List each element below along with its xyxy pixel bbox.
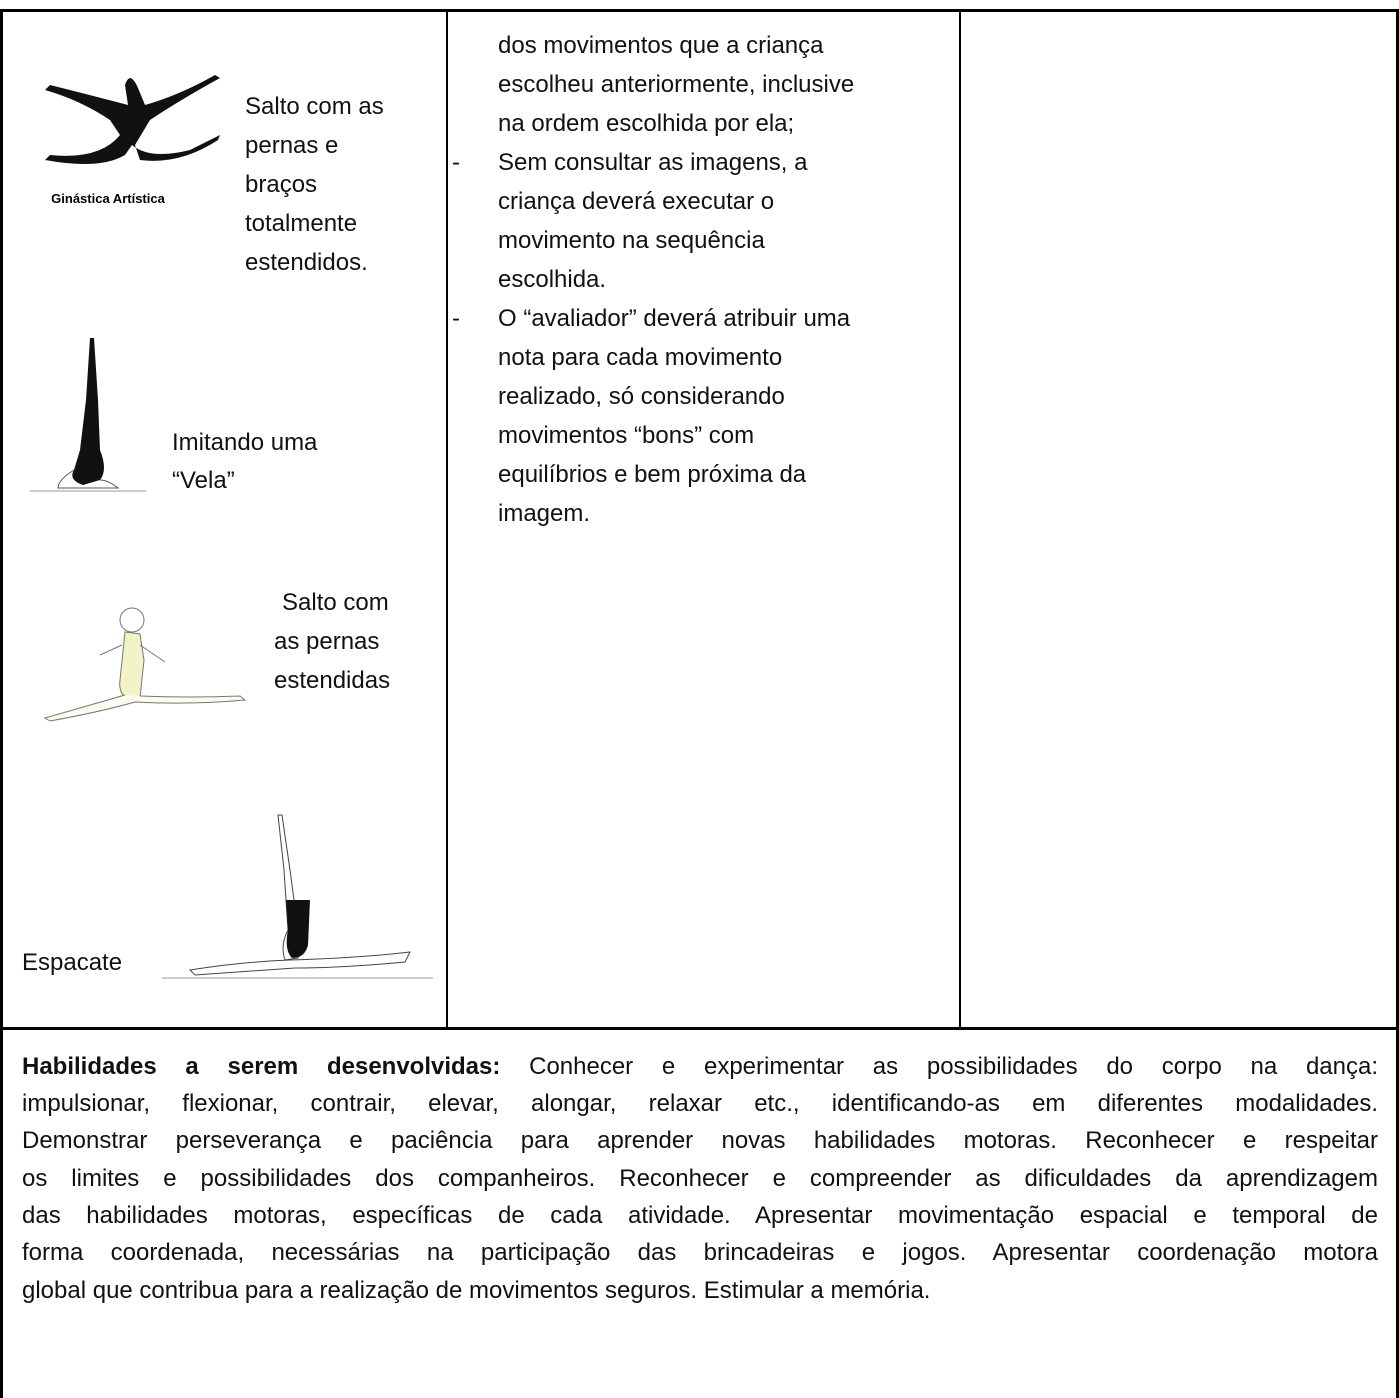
table-border xyxy=(0,9,3,1398)
caption-line: estendidas xyxy=(274,667,391,694)
split-image xyxy=(162,814,433,979)
table-border xyxy=(1396,9,1399,1398)
row-border xyxy=(0,1027,1399,1030)
list-marker: - xyxy=(452,305,460,332)
text-line: nota para cada movimento xyxy=(498,344,783,371)
text-line: escolheu anteriormente, inclusive xyxy=(498,71,855,98)
text-line: movimento na sequência xyxy=(498,227,765,254)
skills-line: impulsionar, flexionar, contrair, elevar… xyxy=(22,1090,1378,1117)
text-line: O “avaliador” deverá atribuir uma xyxy=(498,305,851,332)
caption-line: Salto com xyxy=(282,589,389,616)
caption-line: Imitando uma xyxy=(172,429,318,456)
skills-line: Demonstrar perseverança e paciência para… xyxy=(22,1127,1378,1155)
skills-heading: Habilidades a serem desenvolvidas: xyxy=(22,1053,501,1080)
caption-line: totalmente xyxy=(245,210,358,237)
list-marker: - xyxy=(452,149,460,176)
cell-border xyxy=(959,9,961,1030)
text-line: imagem. xyxy=(498,500,591,527)
text-line: realizado, só considerando xyxy=(498,383,785,410)
caption-line: pernas e xyxy=(245,132,339,159)
text-line: criança deverá executar o xyxy=(498,188,775,215)
text-line: dos movimentos que a criança xyxy=(498,32,824,59)
text-line: Conhecer e experimentar as possibilidade… xyxy=(529,1053,1378,1080)
split-leap-image xyxy=(43,607,247,722)
skills-line: das habilidades motoras, específicas de … xyxy=(22,1201,1378,1229)
caption-line: Espacate xyxy=(22,949,123,976)
skills-line: forma coordenada, necessárias na partici… xyxy=(22,1239,1378,1267)
skills-line: os limites e possibilidades dos companhe… xyxy=(22,1164,1378,1192)
gymnast-leap-image: Ginástica Artística xyxy=(45,75,220,206)
candle-pose-image xyxy=(30,338,146,492)
caption-line: “Vela” xyxy=(172,467,235,494)
skills-line: global que contribua para a realização d… xyxy=(22,1276,931,1304)
text-line: escolhida. xyxy=(498,266,607,293)
cell-border xyxy=(446,9,448,1030)
table-border xyxy=(0,9,1399,12)
text-line: equilíbrios e bem próxima da xyxy=(498,461,807,488)
image-label: Ginástica Artística xyxy=(51,191,165,206)
text-line: na ordem escolhida por ela; xyxy=(498,110,795,137)
caption-line: braços xyxy=(245,171,318,198)
skills-first-line: Habilidades a serem desenvolvidas: Conhe… xyxy=(22,1052,1378,1082)
text-line: Sem consultar as imagens, a xyxy=(498,149,808,176)
caption-line: estendidos. xyxy=(245,249,368,276)
caption-line: as pernas xyxy=(274,628,380,655)
caption-line: Salto com as xyxy=(245,93,384,120)
text-line: movimentos “bons” com xyxy=(498,422,755,449)
